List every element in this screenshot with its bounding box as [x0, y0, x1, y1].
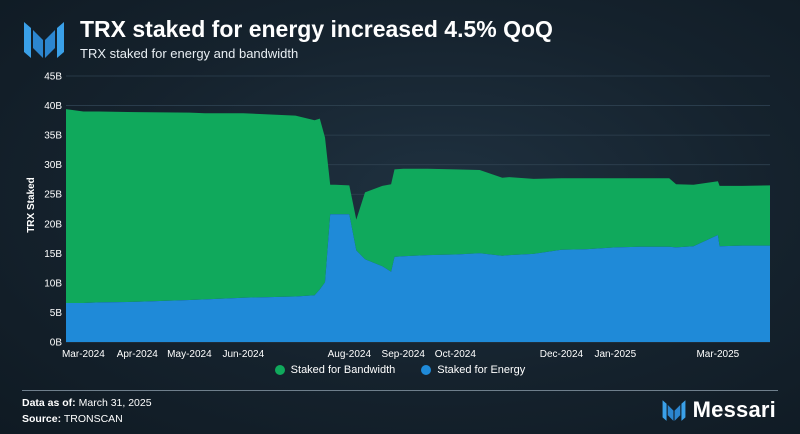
legend-item-bandwidth[interactable]: Staked for Bandwidth	[274, 364, 396, 376]
y-tick-label: 5B	[50, 308, 63, 319]
stacked-area-chart: 0B 5B 10B 15B 20B 25B 30B 35B 40B 45B Mar-2024 Apr…	[26, 72, 770, 360]
legend-swatch-bandwidth	[274, 365, 285, 375]
data-as-of-label: Data as of:	[22, 397, 76, 409]
legend-label-energy: Staked for Energy	[437, 364, 526, 376]
x-tick-label: Aug-2024	[328, 349, 372, 360]
x-tick-label: Jan-2025	[594, 349, 636, 360]
source-value: TRONSCAN	[63, 413, 123, 425]
x-tick-label: Oct-2024	[435, 349, 477, 360]
y-tick-label: 30B	[44, 160, 62, 171]
x-tick-label: Jun-2024	[222, 349, 264, 360]
area-staked-for-energy	[66, 214, 770, 342]
chart-subtitle: TRX staked for energy and bandwidth	[80, 46, 299, 61]
y-axis-label: TRX Staked	[26, 177, 37, 233]
y-tick-label: 25B	[44, 190, 62, 201]
legend-item-energy[interactable]: Staked for Energy	[421, 364, 525, 376]
y-tick-label: 20B	[44, 219, 62, 230]
x-tick-label: Mar-2025	[696, 349, 739, 360]
brand: Messari	[661, 397, 776, 423]
y-tick-label: 40B	[44, 101, 62, 112]
x-tick-label: May-2024	[167, 349, 212, 360]
y-tick-label: 10B	[44, 278, 62, 289]
source: Source: TRONSCAN	[22, 413, 123, 425]
footer-divider	[22, 390, 778, 391]
y-tick-label: 35B	[44, 131, 62, 142]
y-tick-label: 0B	[50, 338, 63, 349]
brand-name: Messari	[692, 397, 776, 422]
y-tick-label: 15B	[44, 249, 62, 260]
legend-label-bandwidth: Staked for Bandwidth	[290, 364, 396, 376]
x-tick-label: Mar-2024	[62, 349, 105, 360]
messari-brand-icon	[662, 400, 686, 421]
data-as-of: Data as of: March 31, 2025	[22, 397, 152, 409]
chart-title: TRX staked for energy increased 4.5% QoQ	[80, 16, 553, 42]
legend-swatch-energy	[421, 365, 432, 375]
area-series	[66, 109, 770, 342]
messari-logo-icon	[24, 22, 64, 58]
x-tick-label: Dec-2024	[540, 349, 584, 360]
data-as-of-value: March 31, 2025	[78, 397, 152, 409]
x-tick-label: Sep-2024	[382, 349, 426, 360]
x-tick-label: Apr-2024	[117, 349, 159, 360]
chart-legend: Staked for Bandwidth Staked for Energy	[0, 364, 800, 376]
source-label: Source:	[22, 413, 62, 425]
area-staked-for-bandwidth	[66, 109, 770, 303]
y-tick-label: 45B	[44, 72, 62, 83]
y-axis: 0B 5B 10B 15B 20B 25B 30B 35B 40B 45B	[44, 72, 62, 349]
x-axis: Mar-2024 Apr-2024 May-2024 Jun-2024 Aug-2024…	[62, 349, 740, 360]
